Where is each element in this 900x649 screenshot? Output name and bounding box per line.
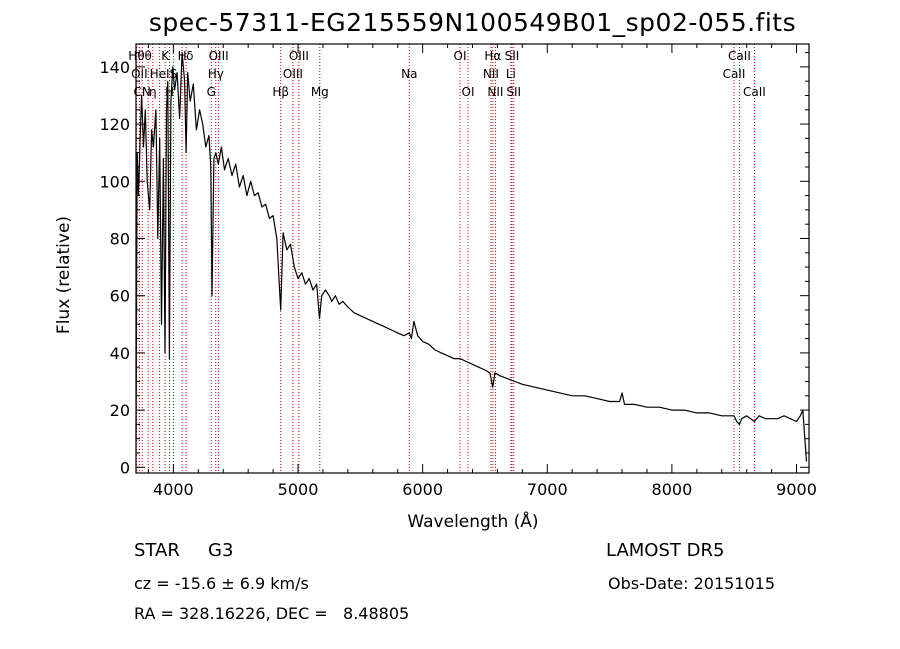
y-tick-label-1: 20 (110, 401, 130, 420)
y-tick-label-2: 40 (110, 344, 130, 363)
y-axis-label: Flux (relative) (54, 215, 74, 335)
x-axis-label: Wavelength (Å) (407, 512, 539, 532)
line-label-15: OIII (283, 67, 303, 81)
x-tick-label-5: 9000 (776, 480, 817, 499)
y-tick-label-7: 140 (99, 58, 130, 77)
line-label-26: SII (506, 85, 521, 99)
line-label-27: CaII (723, 67, 746, 81)
line-label-6: K (161, 49, 170, 63)
line-label-22: Hα (484, 49, 501, 63)
line-label-11: G (207, 85, 216, 99)
line-label-20: OI (462, 85, 475, 99)
x-tick-label-1: 5000 (278, 480, 319, 499)
chart-title: spec-57311-EG215559N100549B01_sp02-055.f… (148, 8, 797, 37)
line-label-1: OII (131, 67, 148, 81)
line-label-19: OI (454, 49, 467, 63)
line-label-14: Hβ (272, 85, 289, 99)
y-tick-label-6: 120 (99, 115, 130, 134)
axes-group: 4000 5000 6000 7000 8000 9000 0 20 40 60 80 100 120 1… (99, 43, 817, 499)
y-tick-label-4: 80 (110, 229, 130, 248)
line-label-16: OIII (289, 49, 309, 63)
line-label-5: HeI (150, 67, 170, 81)
line-label-10: δ (186, 49, 193, 63)
line-label-24: Li (506, 67, 516, 81)
object-subclass: G3 (208, 540, 234, 561)
x-tick-label-2: 6000 (402, 480, 443, 499)
x-tick-label-3: 7000 (527, 480, 568, 499)
y-tick-label-0: 0 (120, 458, 130, 477)
survey-name: LAMOST DR5 (606, 540, 725, 561)
line-label-7: H (165, 85, 174, 99)
observation-date: Obs-Date: 20151015 (608, 574, 776, 593)
line-markers-group (135, 44, 755, 473)
line-label-21: NII (483, 67, 499, 81)
spectrum-series-line-0 (135, 51, 808, 462)
line-label-25: SII (505, 49, 520, 63)
line-label-29: CaII (743, 85, 766, 99)
line-label-18: Na (401, 67, 417, 81)
x-tick-label-0: 4000 (153, 480, 194, 499)
line-label-13: OIII (209, 49, 229, 63)
y-tick-label-3: 60 (110, 287, 130, 306)
line-label-12: Hγ (208, 67, 224, 81)
ra-dec: RA = 328.16226, DEC = 8.48805 (134, 604, 410, 623)
y-tick-label-5: 100 (99, 172, 130, 191)
x-tick-label-4: 8000 (652, 480, 693, 499)
redshift-velocity: cz = -15.6 ± 6.9 km/s (134, 574, 309, 593)
plot-frame (135, 43, 810, 474)
line-label-23: NII (487, 85, 503, 99)
line-label-3: θ (145, 49, 152, 63)
spectrum-series-group (135, 51, 808, 462)
line-label-28: CaII (728, 49, 751, 63)
line-label-17: Mg (311, 85, 329, 99)
object-class: STAR (134, 540, 180, 561)
line-label-4: η (149, 85, 157, 99)
